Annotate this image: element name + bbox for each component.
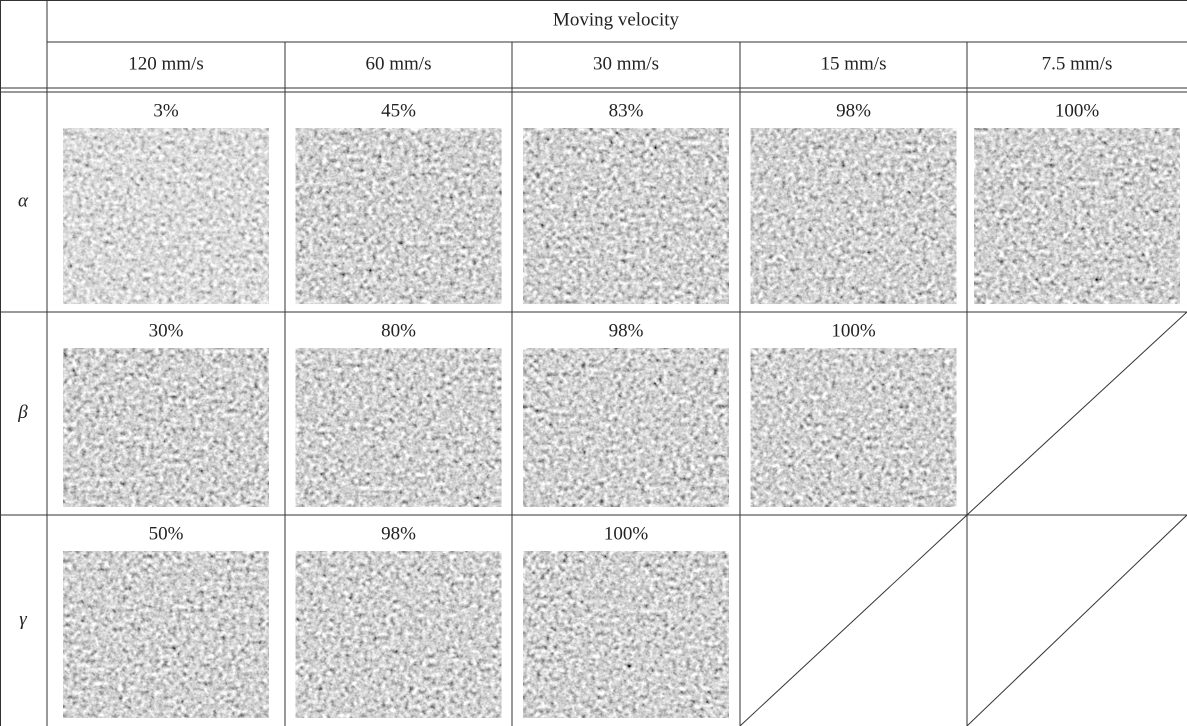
sample-image <box>751 348 957 507</box>
rule <box>740 515 967 726</box>
sample-image <box>523 348 729 507</box>
sample-image <box>974 128 1180 304</box>
rule <box>967 312 1187 515</box>
cell-value: 100% <box>831 320 876 341</box>
cell-value: 30% <box>149 320 184 341</box>
cell-value: 98% <box>836 100 871 121</box>
cell-value: 83% <box>609 100 644 121</box>
cell-value: 45% <box>381 100 416 121</box>
cell-value: 50% <box>149 523 184 544</box>
sample-image <box>63 128 269 304</box>
cell-value: 98% <box>381 523 416 544</box>
column-header: 7.5 mm/s <box>1042 53 1113 74</box>
cell-value: 3% <box>153 100 179 121</box>
sample-image <box>523 128 729 304</box>
table: Moving velocity 120 mm/s 60 mm/s 30 mm/s 15… <box>0 0 1187 726</box>
sample-image <box>523 551 729 718</box>
cell-value: 98% <box>609 320 644 341</box>
sample-image <box>296 128 502 304</box>
sample-image <box>296 551 502 718</box>
page: Moving velocity 120 mm/s 60 mm/s 30 mm/s 15… <box>0 0 1187 726</box>
column-header: 15 mm/s <box>821 53 887 74</box>
header-title: Moving velocity <box>553 9 680 30</box>
cell-value: 80% <box>381 320 416 341</box>
rule <box>967 515 1187 726</box>
row-label: α <box>18 190 29 211</box>
column-header: 120 mm/s <box>128 53 203 74</box>
cell-value: 100% <box>604 523 649 544</box>
column-header: 30 mm/s <box>593 53 659 74</box>
sample-image <box>751 128 957 304</box>
row-label: γ <box>19 609 27 630</box>
sample-image <box>63 551 269 718</box>
row-label: β <box>17 402 28 423</box>
sample-image <box>296 348 502 507</box>
sample-image <box>63 348 269 507</box>
cell-value: 100% <box>1055 100 1100 121</box>
column-header: 60 mm/s <box>366 53 432 74</box>
